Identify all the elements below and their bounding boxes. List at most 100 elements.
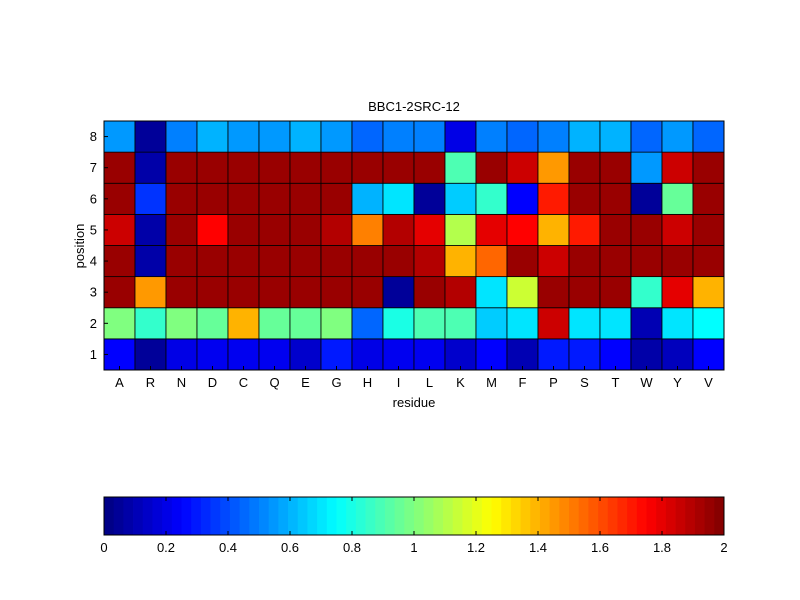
heatmap-cell [134, 213, 167, 246]
colorbar-tick-label: 0 [100, 540, 107, 555]
colorbar-band [704, 497, 715, 535]
x-tick-label: D [208, 375, 217, 390]
heatmap-cell [134, 338, 167, 371]
heatmap-cell [661, 182, 694, 215]
heatmap-cell [320, 276, 353, 309]
heatmap-cell [692, 245, 725, 278]
heatmap-cell [692, 307, 725, 340]
heatmap-cell [630, 276, 663, 309]
colorbar-band [501, 497, 512, 535]
colorbar-band [375, 497, 386, 535]
heatmap-cell [289, 151, 322, 184]
heatmap-cell [444, 276, 477, 309]
colorbar-band [433, 497, 444, 535]
heatmap-cell [196, 120, 229, 153]
colorbar-band [268, 497, 279, 535]
x-tick-label: R [146, 375, 155, 390]
heatmap-cell [103, 120, 136, 153]
colorbar-tick-label: 1.6 [591, 540, 609, 555]
colorbar-band [181, 497, 192, 535]
colorbar-band [665, 497, 676, 535]
heatmap-cells [103, 120, 725, 371]
x-tick-label: Q [269, 375, 279, 390]
colorbar-band [326, 497, 337, 535]
heatmap-cell [382, 182, 415, 215]
colorbar-band [530, 497, 541, 535]
colorbar-band [171, 497, 182, 535]
heatmap-cell [630, 120, 663, 153]
heatmap-cell [196, 276, 229, 309]
heatmap-cell [506, 245, 539, 278]
colorbar-band [229, 497, 241, 535]
heatmap-cell [413, 213, 446, 246]
heatmap-cell [351, 338, 384, 371]
heatmap-cell [320, 182, 353, 215]
heatmap-cell [568, 120, 601, 153]
heatmap-cell [692, 151, 725, 184]
heatmap-cell [351, 276, 384, 309]
colorbar-band [142, 497, 153, 535]
heatmap-cell [196, 151, 229, 184]
heatmap-cell [413, 245, 446, 278]
heatmap-cell [413, 307, 446, 340]
heatmap-cell [227, 276, 260, 309]
heatmap-cell [289, 307, 322, 340]
heatmap-cell [134, 151, 167, 184]
heatmap-cell [196, 213, 229, 246]
heatmap-cell [568, 338, 601, 371]
x-tick-label: V [704, 375, 713, 390]
heatmap-cell [103, 151, 136, 184]
heatmap-cell [134, 120, 167, 153]
heatmap-cell [475, 307, 508, 340]
heatmap-cell [661, 151, 694, 184]
heatmap-cell [630, 307, 663, 340]
heatmap-cell [537, 120, 570, 153]
heatmap-cell [568, 182, 601, 215]
heatmap-cell [320, 213, 353, 246]
colorbar-band [259, 497, 270, 535]
heatmap-cell [134, 276, 167, 309]
heatmap-cell [537, 276, 570, 309]
heatmap-cell [134, 307, 167, 340]
heatmap-cell [258, 276, 291, 309]
colorbar-band [481, 497, 492, 535]
heatmap-cell [568, 213, 601, 246]
heatmap-cell [568, 151, 601, 184]
heatmap-cell [382, 120, 415, 153]
colorbar-band [200, 497, 211, 535]
x-tick-label: M [486, 375, 497, 390]
heatmap-cell [506, 276, 539, 309]
heatmap-cell [196, 245, 229, 278]
colorbar-band [452, 497, 463, 535]
heatmap-cell [599, 276, 632, 309]
colorbar-band [162, 497, 173, 535]
heatmap-cell [227, 120, 260, 153]
colorbar-tick-label: 0.4 [219, 540, 237, 555]
colorbar-band [443, 497, 454, 535]
heatmap-cell [506, 213, 539, 246]
heatmap-cell [475, 213, 508, 246]
heatmap-cell [692, 213, 725, 246]
heatmap-cell [351, 120, 384, 153]
heatmap-cell [413, 151, 446, 184]
heatmap-cell [475, 120, 508, 153]
heatmap-cell [320, 338, 353, 371]
colorbar-band [307, 497, 318, 535]
x-tick-label: H [363, 375, 372, 390]
heatmap-cell [661, 276, 694, 309]
colorbar-band [133, 497, 144, 535]
heatmap-cell [165, 307, 198, 340]
heatmap-cell [165, 120, 198, 153]
chart-title: BBC1-2SRC-12 [368, 99, 460, 114]
heatmap-cell [630, 338, 663, 371]
colorbar-band [297, 497, 308, 535]
x-tick-label: A [115, 375, 124, 390]
colorbar-band [627, 497, 638, 535]
colorbar-band [355, 497, 366, 535]
colorbar-band [462, 497, 473, 535]
heatmap-cell [320, 307, 353, 340]
x-tick-label: L [426, 375, 433, 390]
heatmap-cell [475, 151, 508, 184]
colorbar-band [113, 497, 124, 535]
